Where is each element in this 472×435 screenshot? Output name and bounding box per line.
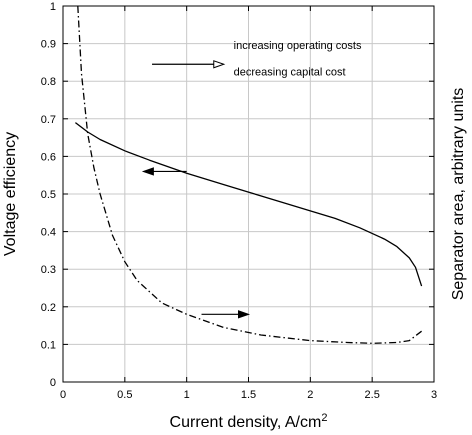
x-axis-title-superscript: 2 (321, 412, 327, 424)
y-tick-label: 0.6 (41, 151, 56, 163)
x-tick-label: 1.5 (241, 389, 256, 401)
y-tick-label: 0.9 (41, 39, 56, 51)
x-tick-label: 2.5 (365, 389, 380, 401)
x-tick-labels: 0 0.5 1 1.5 2 2.5 3 (60, 389, 437, 401)
y-tick-label: 0.1 (41, 339, 56, 351)
x-tick-label: 3 (431, 389, 437, 401)
series-lines (75, 5, 423, 344)
x-tick-label: 0 (60, 389, 66, 401)
y-tick-label: 0.3 (41, 264, 56, 276)
y-tick-labels: 0 0.1 0.2 0.3 0.4 0.5 0.6 0.7 0.8 0.9 1 (41, 1, 56, 389)
y-tick-label: 0.5 (41, 189, 56, 201)
series-line-voltage-efficiency (75, 122, 423, 287)
annotation-arrows (141, 60, 251, 319)
y-tick-label: 0.2 (41, 302, 56, 314)
y-tick-label: 0.4 (41, 227, 56, 239)
grid (62, 5, 435, 383)
x-tick-label: 0.5 (117, 389, 132, 401)
x-axis-title: Current density, A/cm2 (170, 412, 328, 431)
axis-ticks (62, 5, 435, 383)
y-axis-title-right: Separator area, arbitrary units (450, 88, 467, 301)
x-tick-label: 1 (184, 389, 190, 401)
arrow-cost-direction-head (213, 60, 226, 69)
y-axis-title-left: Voltage efficiency (2, 132, 19, 256)
arrow-left-axis-head (141, 167, 154, 176)
x-axis-title-text: Current density, A/cm (170, 414, 322, 431)
y-tick-label: 1 (50, 1, 56, 13)
x-tick-label: 2 (307, 389, 313, 401)
annotation-increasing-operating-costs: increasing operating costs (234, 40, 362, 52)
arrow-right-axis-head (238, 310, 251, 319)
y-tick-label: 0.8 (41, 76, 56, 88)
annotation-decreasing-capital-cost: decreasing capital cost (234, 67, 346, 79)
y-tick-label: 0.7 (41, 114, 56, 126)
y-tick-label: 0 (50, 377, 56, 389)
series-line-separator-area (77, 5, 422, 344)
